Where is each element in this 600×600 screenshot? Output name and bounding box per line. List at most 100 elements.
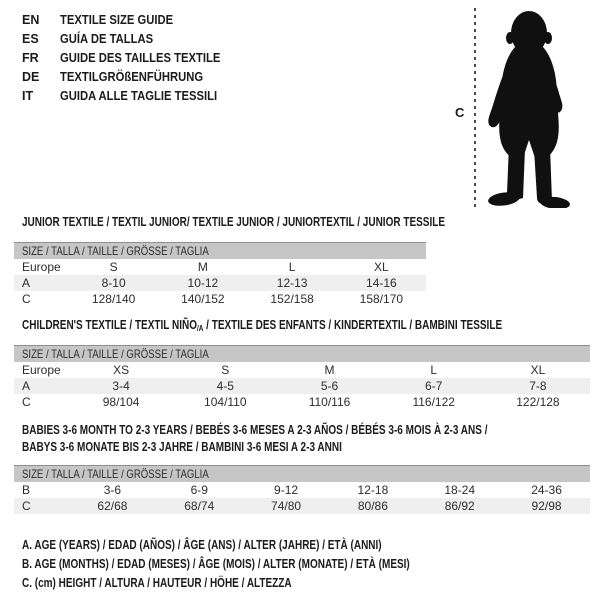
junior-size-table: SIZE / TALLA / TAILLE / GRÖSSE / TAGLIA …: [14, 242, 426, 307]
junior-section-title-text: JUNIOR TEXTILE / TEXTIL JUNIOR/ TEXTILE …: [22, 215, 446, 229]
size-cell: 8-10: [101, 276, 126, 290]
size-cell: 92/98: [531, 499, 562, 513]
footnote-legend: A. AGE (YEARS) / EDAD (AÑOS) / ÂGE (ANS)…: [22, 536, 507, 592]
size-cell: 80/86: [357, 499, 388, 513]
size-cell: M: [197, 260, 208, 274]
language-code: FR: [22, 50, 39, 65]
table-row-age: A 8-10 10-12 12-13 14-16: [14, 275, 426, 291]
table-row-age: A 3-4 4-5 5-6 6-7 7-8: [14, 378, 590, 394]
language-title: TEXTILGRÖßENFÜHRUNG: [60, 69, 204, 84]
size-cell: M: [324, 363, 335, 377]
size-cell: 18-24: [444, 483, 476, 497]
height-dotted-line: [474, 8, 476, 209]
language-code: EN: [22, 12, 40, 27]
size-cell: 14-16: [366, 276, 397, 290]
footnote-a: A. AGE (YEARS) / EDAD (AÑOS) / ÂGE (ANS)…: [22, 536, 507, 555]
language-code: IT: [22, 88, 34, 103]
footnote-b-text: B. AGE (MONTHS) / EDAD (MESES) / ÂGE (MO…: [22, 557, 410, 572]
table-row-europe: Europe XS S M L XL: [14, 362, 590, 378]
size-cell: 3-4: [112, 379, 130, 393]
language-row: ES GUÍA DE TALLAS: [22, 29, 238, 48]
row-label: Europe: [22, 363, 61, 377]
children-section-title: CHILDREN'S TEXTILE / TEXTIL NIÑO/A / TEX…: [22, 318, 600, 333]
size-cell: 98/104: [102, 395, 140, 409]
children-title-rest: / TEXTILE DES ENFANTS / KINDERTEXTIL / B…: [203, 318, 503, 332]
table-row-age-months: B 3-6 6-9 9-12 12-18 18-24 24-36: [14, 482, 590, 498]
row-label: C: [22, 395, 31, 409]
size-cell: 140/152: [181, 292, 225, 306]
language-title: TEXTILE SIZE GUIDE: [60, 12, 174, 27]
size-cell: 3-6: [103, 483, 122, 497]
size-cell: XS: [113, 363, 130, 377]
children-size-table: SIZE / TALLA / TAILLE / GRÖSSE / TAGLIA …: [14, 345, 590, 410]
size-cell: 152/158: [270, 292, 314, 306]
size-cell: 4-5: [216, 379, 234, 393]
size-cell: 68/74: [184, 499, 215, 513]
row-label: C: [22, 499, 31, 513]
language-title: GUIDA ALLE TAGLIE TESSILI: [60, 88, 218, 103]
size-cell: 62/68: [97, 499, 128, 513]
children-title-sub: /A: [196, 324, 204, 333]
size-cell: 7-8: [529, 379, 547, 393]
size-header-bar: SIZE / TALLA / TAILLE / GRÖSSE / TAGLIA: [14, 242, 426, 259]
babies-section-title: BABIES 3-6 MONTH TO 2-3 YEARS / BEBÉS 3-…: [22, 422, 600, 456]
size-cell: XL: [374, 260, 389, 274]
footnote-c-text: C. (cm) HEIGHT / ALTURA / HAUTEUR / HÖHE…: [22, 575, 292, 590]
footnote-a-text: A. AGE (YEARS) / EDAD (AÑOS) / ÂGE (ANS)…: [22, 538, 382, 553]
language-list: EN TEXTILE SIZE GUIDE ES GUÍA DE TALLAS …: [22, 10, 238, 105]
size-cell: 116/122: [412, 395, 455, 409]
row-label: A: [22, 379, 31, 393]
size-cell: 24-36: [531, 483, 562, 497]
size-cell: L: [430, 363, 438, 377]
height-marker-label: C: [455, 105, 465, 120]
language-row: EN TEXTILE SIZE GUIDE: [22, 10, 238, 29]
row-label: B: [22, 483, 31, 497]
language-code: ES: [22, 31, 39, 46]
babies-title-line2: BABYS 3-6 MONATE BIS 2-3 JAHRE / BAMBINI…: [22, 440, 342, 454]
size-cell: 6-7: [425, 379, 443, 393]
language-title: GUIDE DES TAILLES TEXTILE: [60, 50, 221, 65]
table-row-height: C 128/140 140/152 152/158 158/170: [14, 291, 426, 307]
size-cell: 74/80: [271, 499, 302, 513]
row-label: Europe: [22, 260, 61, 274]
table-row-europe: Europe S M L XL: [14, 259, 426, 275]
language-row: FR GUIDE DES TAILLES TEXTILE: [22, 48, 238, 67]
size-cell: XL: [530, 363, 546, 377]
size-cell: 10-12: [187, 276, 219, 290]
size-cell: 110/116: [308, 395, 351, 409]
babies-title-line1: BABIES 3-6 MONTH TO 2-3 YEARS / BEBÉS 3-…: [22, 423, 488, 437]
size-header-bar: SIZE / TALLA / TAILLE / GRÖSSE / TAGLIA: [14, 465, 590, 482]
footnote-c: C. (cm) HEIGHT / ALTURA / HAUTEUR / HÖHE…: [22, 573, 507, 592]
table-row-height: C 98/104 104/110 110/116 116/122 122/128: [14, 394, 590, 410]
size-cell: 5-6: [320, 379, 339, 393]
size-cell: 104/110: [204, 395, 247, 409]
size-cell: S: [221, 363, 230, 377]
children-title-main: CHILDREN'S TEXTILE / TEXTIL NIÑO: [22, 318, 197, 332]
babies-size-table: SIZE / TALLA / TAILLE / GRÖSSE / TAGLIA …: [14, 465, 590, 514]
junior-section-title: JUNIOR TEXTILE / TEXTIL JUNIOR/ TEXTILE …: [22, 215, 551, 229]
language-row: DE TEXTILGRÖßENFÜHRUNG: [22, 67, 238, 86]
size-cell: 158/170: [359, 292, 404, 306]
size-header-label: SIZE / TALLA / TAILLE / GRÖSSE / TAGLIA: [22, 467, 209, 481]
size-header-bar: SIZE / TALLA / TAILLE / GRÖSSE / TAGLIA: [14, 345, 590, 362]
table-row-height: C 62/68 68/74 74/80 80/86 86/92 92/98: [14, 498, 590, 514]
footnote-b: B. AGE (MONTHS) / EDAD (MESES) / ÂGE (MO…: [22, 555, 507, 574]
size-cell: L: [288, 260, 296, 274]
language-row: IT GUIDA ALLE TAGLIE TESSILI: [22, 86, 238, 105]
language-title: GUÍA DE TALLAS: [60, 31, 154, 46]
size-cell: 86/92: [444, 499, 475, 513]
size-cell: 12-18: [357, 483, 389, 497]
size-header-label: SIZE / TALLA / TAILLE / GRÖSSE / TAGLIA: [22, 244, 209, 258]
size-cell: S: [109, 260, 118, 274]
size-cell: 12-13: [276, 276, 308, 290]
language-code: DE: [22, 69, 40, 84]
size-cell: 128/140: [91, 292, 136, 306]
baby-silhouette-icon: [488, 11, 570, 208]
size-cell: 122/128: [516, 395, 560, 409]
size-cell: 6-9: [190, 483, 208, 497]
row-label: A: [22, 276, 31, 290]
size-cell: 9-12: [274, 483, 299, 497]
row-label: C: [22, 292, 31, 306]
size-header-label: SIZE / TALLA / TAILLE / GRÖSSE / TAGLIA: [22, 347, 209, 361]
